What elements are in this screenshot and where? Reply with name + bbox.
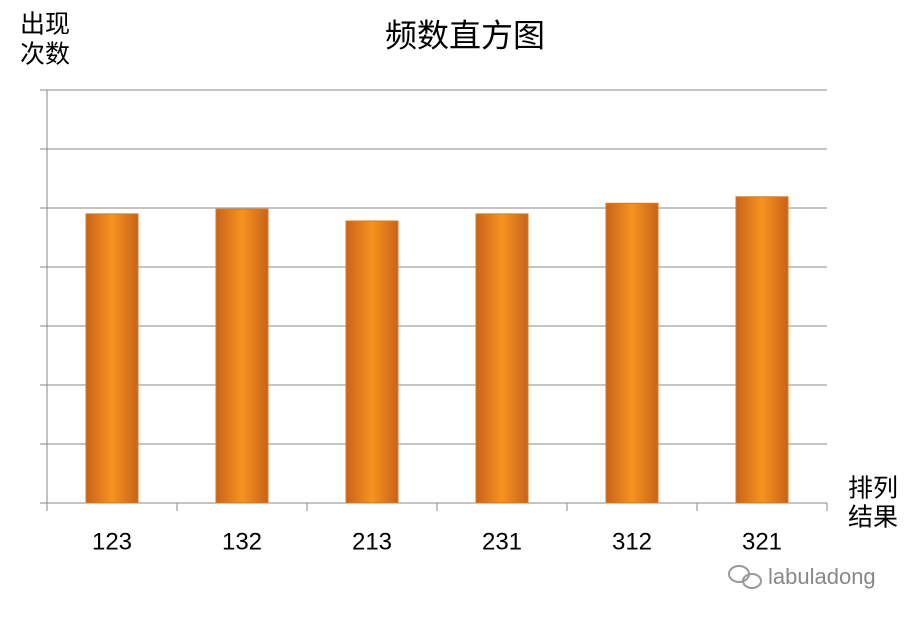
bar bbox=[215, 208, 269, 504]
y-axis-label: 次数 bbox=[20, 41, 70, 69]
bar bbox=[345, 220, 399, 504]
bar bbox=[475, 213, 529, 504]
x-tick-label: 132 bbox=[222, 528, 262, 555]
y-axis-label: 出现 bbox=[20, 11, 70, 39]
watermark-icon bbox=[728, 565, 762, 589]
bar bbox=[735, 196, 789, 504]
x-tick-label: 123 bbox=[92, 528, 132, 555]
x-axis-label: 排列 bbox=[848, 475, 898, 503]
chart-title: 频数直方图 bbox=[385, 17, 545, 53]
bar bbox=[85, 213, 139, 504]
x-tick-label: 213 bbox=[352, 528, 392, 555]
x-axis-label: 结果 bbox=[848, 504, 898, 532]
bar bbox=[605, 202, 659, 504]
watermark: labuladong bbox=[768, 564, 876, 589]
x-tick-label: 312 bbox=[612, 528, 652, 555]
x-tick-label: 231 bbox=[482, 528, 522, 555]
x-tick-label: 321 bbox=[742, 528, 782, 555]
